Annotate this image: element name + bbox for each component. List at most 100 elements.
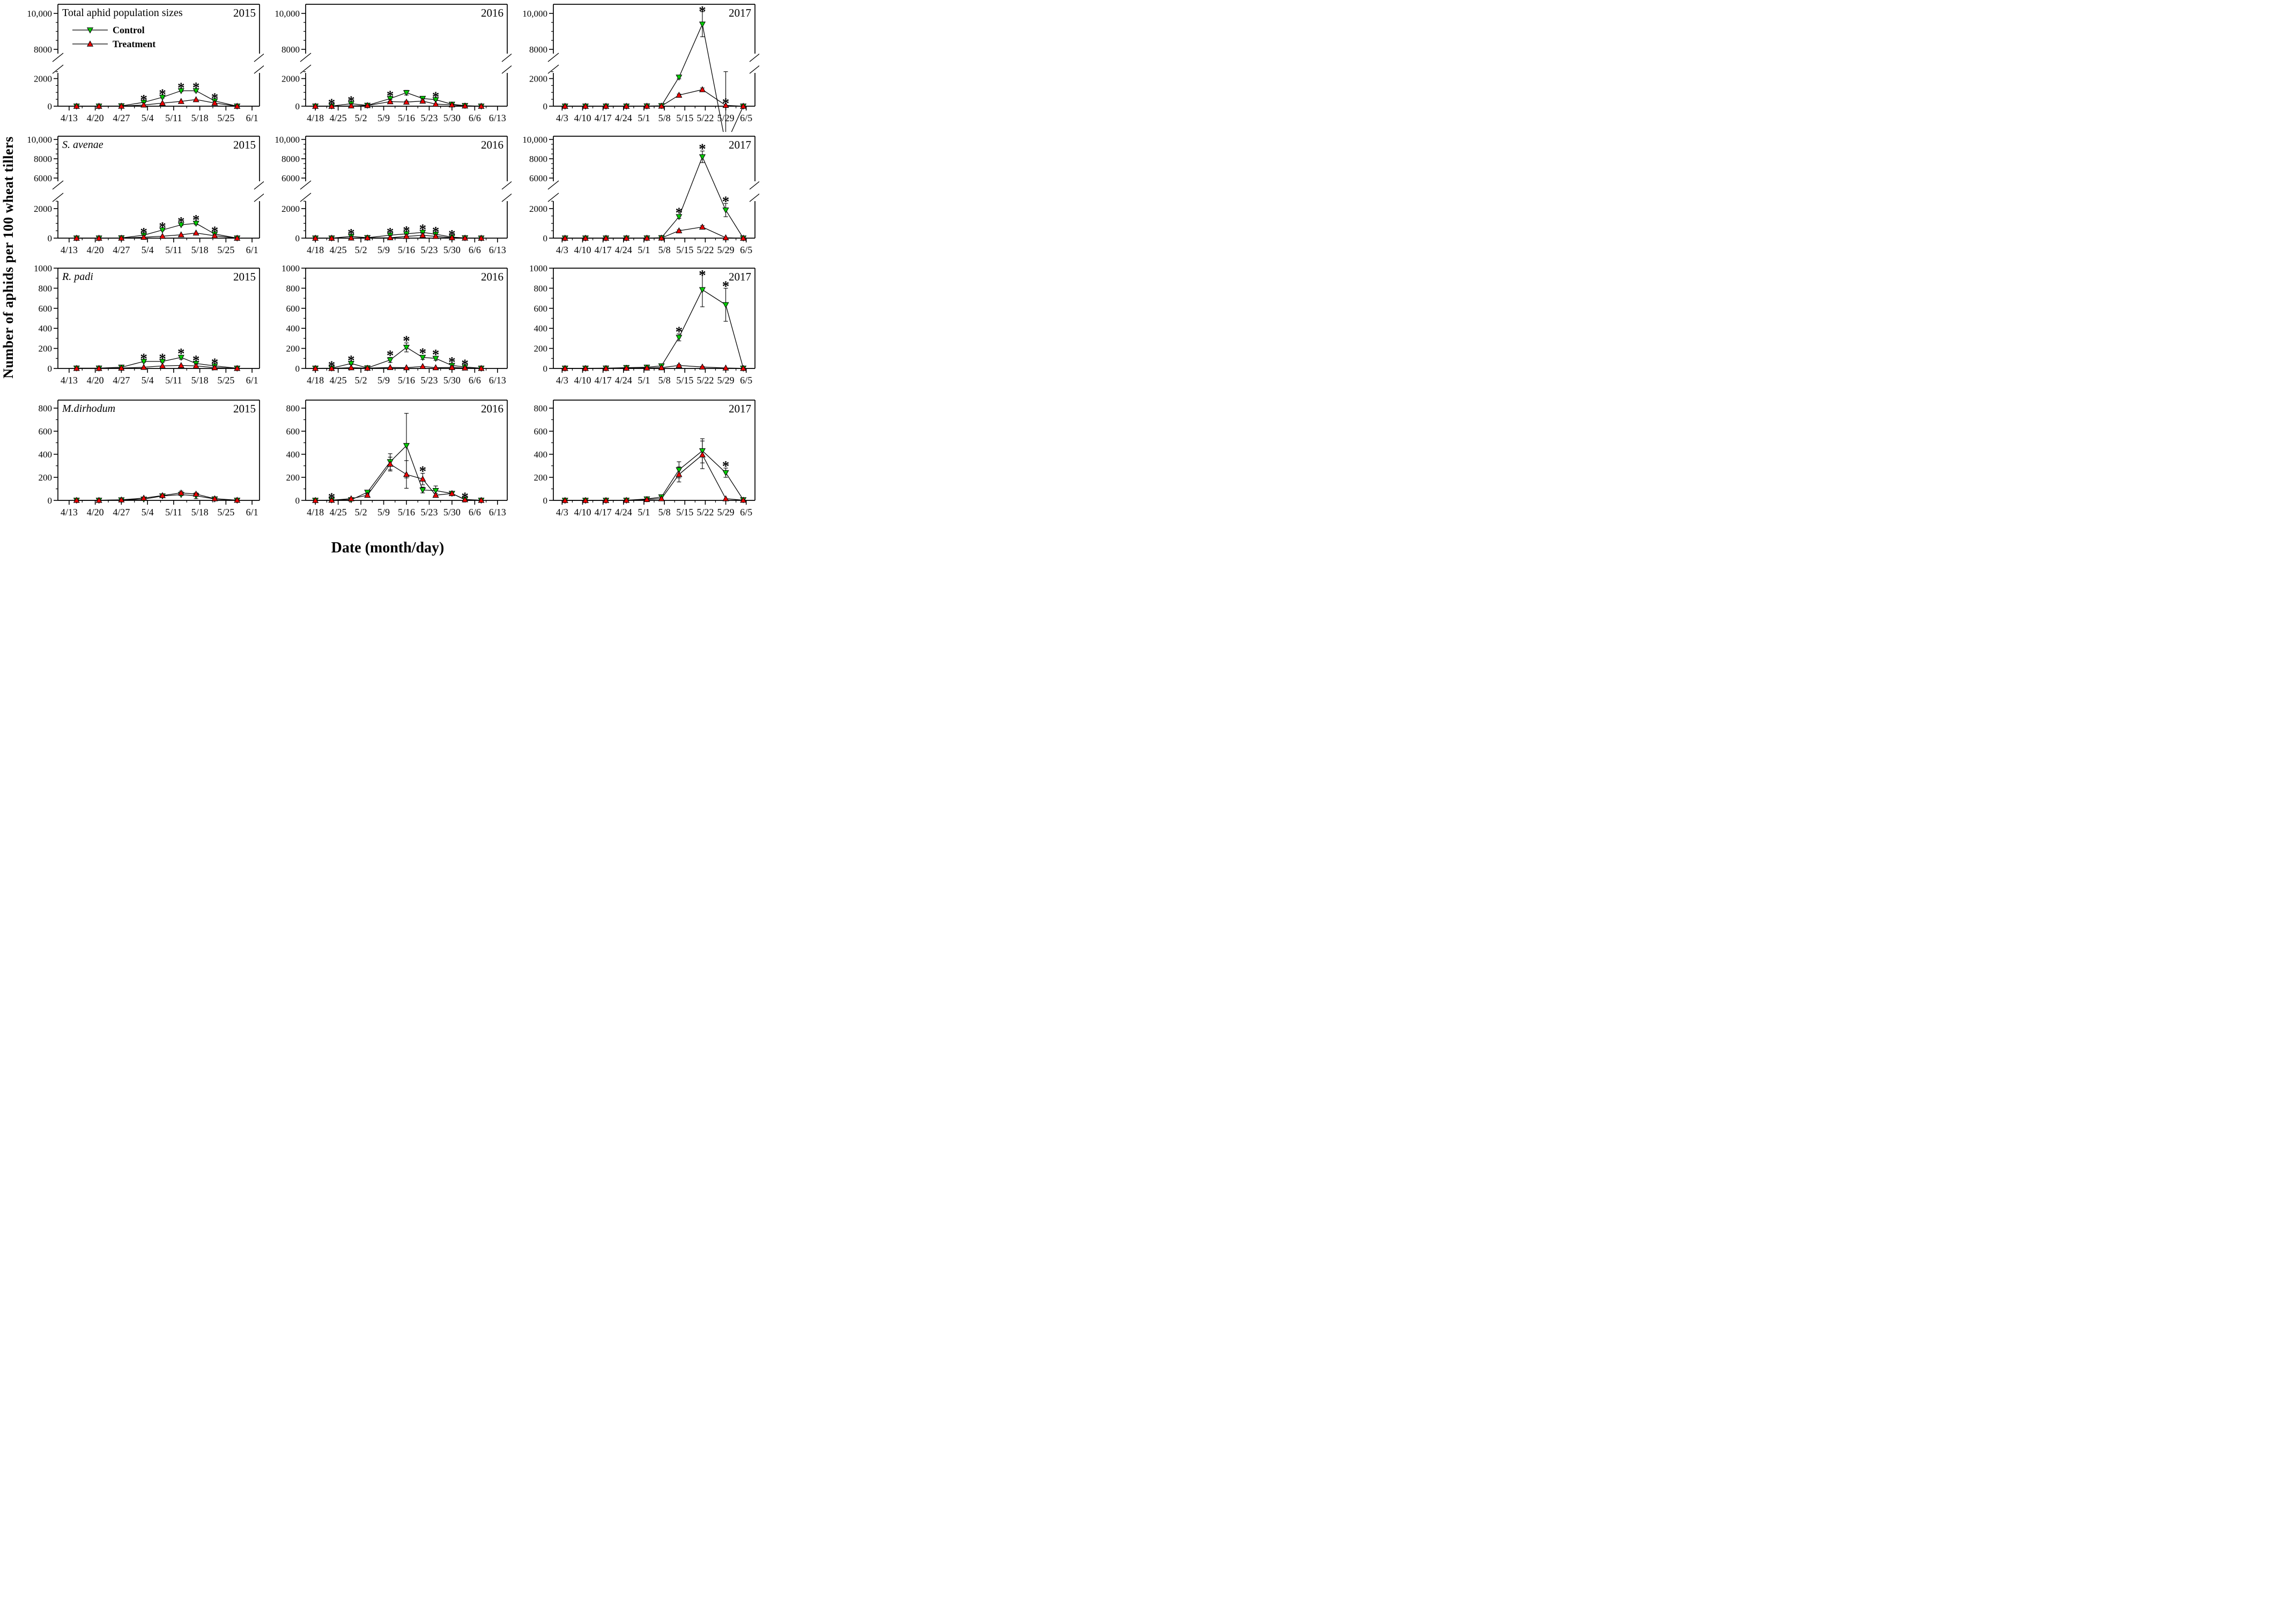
x-tick-label: 6/13 [489,375,506,386]
control-marker [159,359,166,365]
x-tick-label: 5/11 [165,245,182,255]
y-tick-label: 8000 [282,45,300,55]
x-tick-label: 6/6 [469,507,481,518]
control-marker [432,488,439,494]
treatment-markers [561,361,747,371]
y-tick-label: 2000 [529,204,547,214]
treatment-marker [478,234,485,241]
control-markers [561,448,747,504]
y-tick-label: 2000 [34,204,52,214]
y-tick-label: 2000 [529,74,547,84]
significance-asterisk: * [432,346,440,363]
treatment-marker [234,365,241,371]
x-tick-label: 5/8 [658,375,671,386]
panel-mdirhodum-2016: 0 200 400 600 800 4/18 4/25 5/2 5/9 5/16 5/23 5/30 6… [286,400,508,518]
significance-asterisk: * [699,141,706,157]
x-tick-label: 5/30 [443,245,461,255]
treatment-markers [73,96,241,109]
x-axis-ticks: 4/18 4/25 5/2 5/9 5/16 5/23 5/30 6/6 6/13 [307,106,506,123]
x-tick-label: 4/3 [556,507,568,518]
x-tick-label: 5/23 [420,113,438,123]
treatment-marker [403,98,410,105]
significance-marks: * * * * [328,87,440,112]
axis-break-slash [547,64,559,74]
axis-break-slash [749,181,759,190]
treatment-line [565,454,744,501]
panel-title: M.dirhodum [62,403,115,415]
treatment-marker [192,490,199,497]
legend-control-marker [86,27,94,34]
panel-year: 2016 [481,138,503,151]
x-tick-label: 4/20 [87,245,104,255]
axis-break-slash [254,65,264,74]
treatment-marker [387,364,394,370]
x-tick-label: 4/18 [307,245,324,255]
treatment-line [565,226,744,239]
significance-asterisk: * [159,219,166,235]
x-tick-label: 4/3 [556,375,568,386]
treatment-marker [95,497,102,503]
treatment-marker [462,496,469,503]
x-axis-ticks: 4/13 4/20 4/27 5/4 5/11 5/18 5/25 6/1 [61,500,258,518]
axis-break-slash [254,53,264,62]
control-line [315,346,482,369]
treatment-marker [658,102,665,109]
axis-break-slash [300,53,312,62]
significance-asterisk: * [387,225,394,241]
x-tick-label: 5/30 [443,507,461,518]
significance-marks: * * * [328,463,469,506]
treatment-marker [478,102,485,109]
axis-break-slash [52,180,64,190]
treatment-marker [328,234,335,241]
significance-asterisk: * [177,345,185,361]
x-tick-label: 5/29 [717,507,734,518]
significance-asterisk: * [461,356,469,372]
x-tick-label: 5/25 [217,507,234,518]
x-axis-ticks: 4/3 4/10 4/17 4/24 5/1 5/8 5/15 5/22 5/29 6/5 [556,368,752,386]
x-tick-label: 5/23 [420,507,438,518]
plot-box [305,268,508,369]
x-tick-label: 5/8 [658,507,671,518]
y-tick-label: 400 [39,323,53,334]
significance-asterisk: * [722,278,730,294]
panel-cell-rpadi-2015: 0 200 400 600 800 1000 4/13 4/20 4/27 5/4 5/11 5/18… [16,264,264,396]
x-axis-ticks: 4/18 4/25 5/2 5/9 5/16 5/23 5/30 6/6 6/13 [307,500,506,518]
x-tick-label: 4/13 [61,375,78,386]
y-tick-label: 6000 [529,173,547,183]
significance-asterisk: * [192,352,200,368]
x-tick-label: 6/1 [246,375,258,386]
y-tick-label: 0 [48,101,53,112]
treatment-marker [312,234,319,241]
panel-year: 2017 [729,270,751,283]
x-tick-label: 6/5 [740,375,752,386]
significance-asterisk: * [177,80,185,96]
treatment-marker [603,497,610,503]
control-line [565,289,744,369]
x-tick-label: 5/23 [420,245,438,255]
x-axis-ticks: 4/3 4/10 4/17 4/24 5/1 5/8 5/15 5/22 5/29 6/5 [556,500,752,518]
x-axis-ticks: 4/13 4/20 4/27 5/4 5/11 5/18 5/25 6/1 [61,238,258,255]
treatment-marker [658,495,665,501]
control-marker [699,448,706,454]
treatment-marker [192,229,199,236]
y-tick-label: 8000 [34,45,52,55]
y-tick-label: 800 [286,283,300,293]
x-tick-label: 5/18 [191,375,209,386]
y-tick-label: 200 [39,344,53,354]
treatment-markers [73,489,241,503]
control-line [315,445,482,501]
treatment-marker [387,460,394,467]
axis-break-slash [300,64,312,74]
control-marker [699,287,706,293]
treatment-line [565,89,744,107]
treatment-marker [95,234,102,241]
panel-savenae-2016: 0 2000 6000 8000 10,000 4/18 4/25 5/2 5/9 5/16 5/2… [275,135,512,255]
control-marker [347,360,354,367]
x-tick-label: 5/16 [398,507,415,518]
x-tick-label: 4/17 [595,507,612,518]
significance-asterisk: * [419,345,427,361]
treatment-marker [312,497,319,503]
treatment-marker [432,100,439,107]
y-tick-label: 600 [534,426,548,437]
treatment-marker [561,234,568,241]
